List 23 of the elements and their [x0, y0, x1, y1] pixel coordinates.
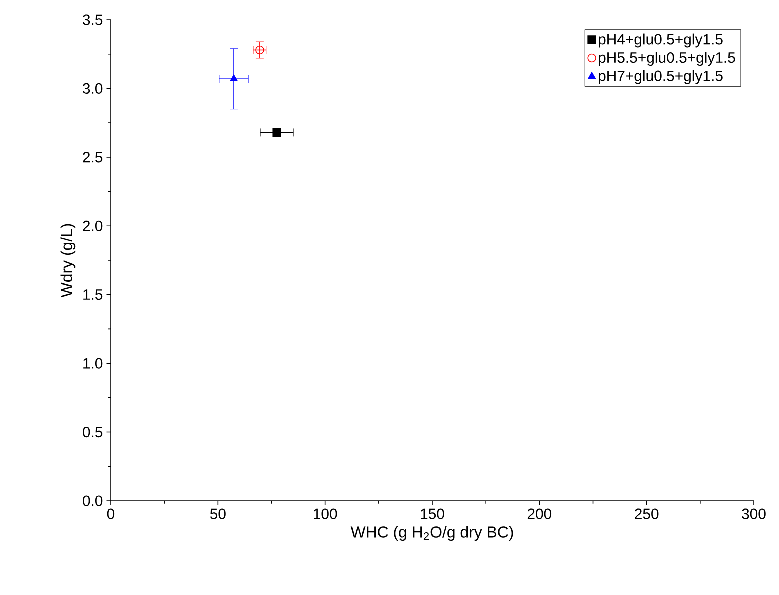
y-tick-label: 0.0: [83, 496, 103, 506]
x-axis-title: WHC (g H$_{2}$O/g dry BC): [350, 526, 514, 542]
legend-label: pH4+glu0.5+gly1.5: [599, 34, 723, 48]
y-tick-label: 3.0: [83, 83, 103, 94]
y-tick-label: 2.5: [83, 152, 103, 163]
point: [256, 46, 264, 55]
legend-label: pH7+glu0.5+gly1.5: [599, 70, 723, 84]
x-tick-label: 300: [742, 508, 766, 520]
x-tick-label: 150: [421, 508, 444, 520]
point: [230, 74, 238, 82]
x-tick-label: 0: [107, 508, 115, 520]
y-tick-label: 2.0: [83, 220, 103, 232]
x-tick-label: 200: [528, 508, 552, 520]
point: [272, 128, 282, 138]
y-tick-label: 1.0: [84, 358, 103, 369]
x-tick-label: 50: [210, 508, 226, 520]
legend-label: pH5.5+glu0.5+gly1.5: [599, 52, 736, 66]
y-axis-title: Wdry (g/L): [60, 224, 76, 298]
y-tick-label: 3.5: [83, 14, 103, 26]
x-tick-label: 250: [635, 508, 659, 520]
y-tick-label: 1.5: [84, 290, 103, 300]
x-tick-label: 100: [314, 508, 338, 520]
y-tick-label: 0.5: [83, 426, 103, 438]
